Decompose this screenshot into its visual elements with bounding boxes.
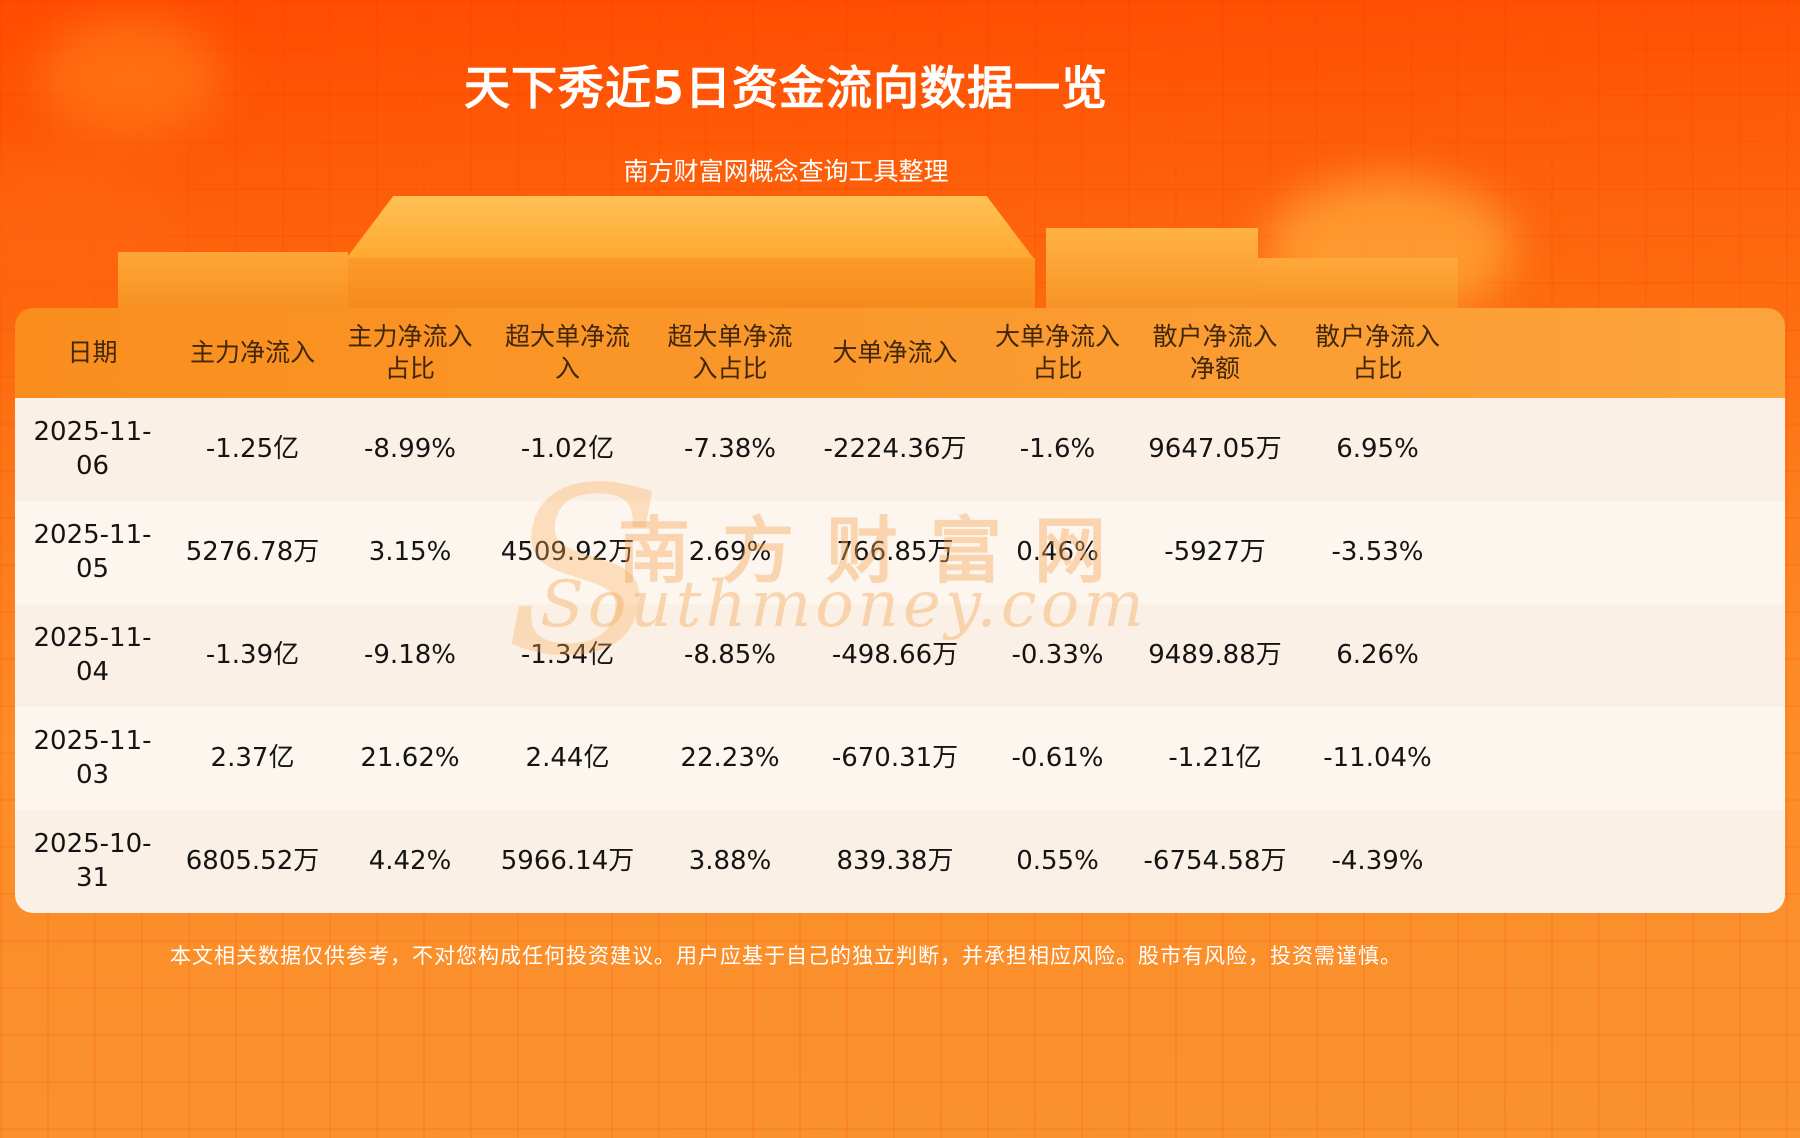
header-filler <box>1460 308 1785 398</box>
column-header: 大单净流入占比 <box>994 321 1120 384</box>
fund-flow-table: 日期 主力净流入 主力净流入占比 超大单净流入 超大单净流入占比 大单净流入 大单净流入占比… <box>15 308 1785 913</box>
column-header: 超大单净流入占比 <box>667 321 793 384</box>
podium-top-face <box>345 196 1035 260</box>
value-cell: 5966.14万 <box>500 845 635 876</box>
column-header: 日期 <box>67 337 118 367</box>
glow-decoration-top-left <box>40 18 220 138</box>
disclaimer-text: 本文相关数据仅供参考，不对您构成任何投资建议。用户应基于自己的独立判断，并承担相… <box>170 944 1402 968</box>
date-cell: 2025-11-03 <box>33 725 152 790</box>
value-cell: 5276.78万 <box>185 536 320 567</box>
page-title: 天下秀近5日资金流向数据一览 <box>463 61 1108 115</box>
date-cell: 2025-10-31 <box>33 828 152 893</box>
value-cell: -1.25亿 <box>205 433 300 464</box>
table-header-row: 日期 主力净流入 主力净流入占比 超大单净流入 超大单净流入占比 大单净流入 大单净流入占比… <box>15 308 1785 398</box>
value-cell: -498.66万 <box>831 639 959 670</box>
row-filler <box>1460 604 1785 707</box>
value-cell: 9489.88万 <box>1148 639 1282 670</box>
page-subtitle: 南方财富网概念查询工具整理 <box>623 157 949 186</box>
column-header: 主力净流入 <box>189 337 315 367</box>
value-cell: 0.46% <box>1016 536 1099 567</box>
date-cell: 2025-11-05 <box>33 519 152 584</box>
value-cell: -7.38% <box>684 433 776 464</box>
table-row: 2025-11-04 -1.39亿 -9.18% -1.34亿 -8.85% -498.6… <box>15 604 1785 707</box>
value-cell: 766.85万 <box>836 536 954 567</box>
value-cell: -1.39亿 <box>205 639 300 670</box>
value-cell: 4.42% <box>368 845 452 876</box>
value-cell: -0.33% <box>1011 639 1104 670</box>
value-cell: -9.18% <box>364 639 456 670</box>
podium-front-face <box>345 258 1035 310</box>
value-cell: 21.62% <box>360 742 460 773</box>
table-row: 2025-11-06 -1.25亿 -8.99% -1.02亿 -7.38% -2224.… <box>15 398 1785 501</box>
value-cell: 3.15% <box>368 536 452 567</box>
value-cell: -8.85% <box>684 639 776 670</box>
row-filler <box>1460 707 1785 810</box>
date-cell: 2025-11-06 <box>33 416 152 481</box>
value-cell: 3.88% <box>688 845 772 876</box>
value-cell: -4.39% <box>1331 845 1424 876</box>
value-cell: -670.31万 <box>831 742 959 773</box>
value-cell: -1.02亿 <box>520 433 615 464</box>
row-filler <box>1460 810 1785 913</box>
table-body: 2025-11-06 -1.25亿 -8.99% -1.02亿 -7.38% -2224.… <box>15 398 1785 913</box>
value-cell: -0.61% <box>1011 742 1104 773</box>
column-header: 大单净流入 <box>832 337 958 367</box>
value-cell: 6.95% <box>1336 433 1419 464</box>
value-cell: -11.04% <box>1323 742 1432 773</box>
podium-right-block <box>1046 228 1258 310</box>
value-cell: 6805.52万 <box>185 845 320 876</box>
column-header: 超大单净流入 <box>504 321 630 384</box>
value-cell: 0.55% <box>1016 845 1099 876</box>
value-cell: 2.69% <box>688 536 772 567</box>
podium-left-block <box>118 252 348 310</box>
value-cell: -8.99% <box>364 433 456 464</box>
value-cell: 839.38万 <box>836 845 954 876</box>
value-cell: 2.37亿 <box>210 742 295 773</box>
value-cell: 22.23% <box>680 742 780 773</box>
value-cell: -1.21亿 <box>1168 742 1262 773</box>
column-header: 散户净流入净额 <box>1152 321 1278 384</box>
value-cell: 2.44亿 <box>525 742 610 773</box>
row-filler <box>1460 501 1785 604</box>
value-cell: -1.6% <box>1019 433 1096 464</box>
value-cell: -6754.58万 <box>1143 845 1287 876</box>
table-row: 2025-11-05 5276.78万 3.15% 4509.92万 2.69% 766.… <box>15 501 1785 604</box>
podium-far-right-block <box>1258 258 1458 310</box>
column-header: 散户净流入占比 <box>1314 321 1440 384</box>
value-cell: -2224.36万 <box>823 433 967 464</box>
value-cell: 4509.92万 <box>500 536 635 567</box>
row-filler <box>1460 398 1785 501</box>
value-cell: 9647.05万 <box>1148 433 1282 464</box>
table-row: 2025-10-31 6805.52万 4.42% 5966.14万 3.88% 839.… <box>15 810 1785 913</box>
table-row: 2025-11-03 2.37亿 21.62% 2.44亿 22.23% -670.31万… <box>15 707 1785 810</box>
value-cell: -5927万 <box>1164 536 1266 567</box>
value-cell: -3.53% <box>1331 536 1424 567</box>
column-header: 主力净流入占比 <box>347 321 473 384</box>
value-cell: -1.34亿 <box>520 639 615 670</box>
value-cell: 6.26% <box>1336 639 1419 670</box>
date-cell: 2025-11-04 <box>33 622 152 687</box>
